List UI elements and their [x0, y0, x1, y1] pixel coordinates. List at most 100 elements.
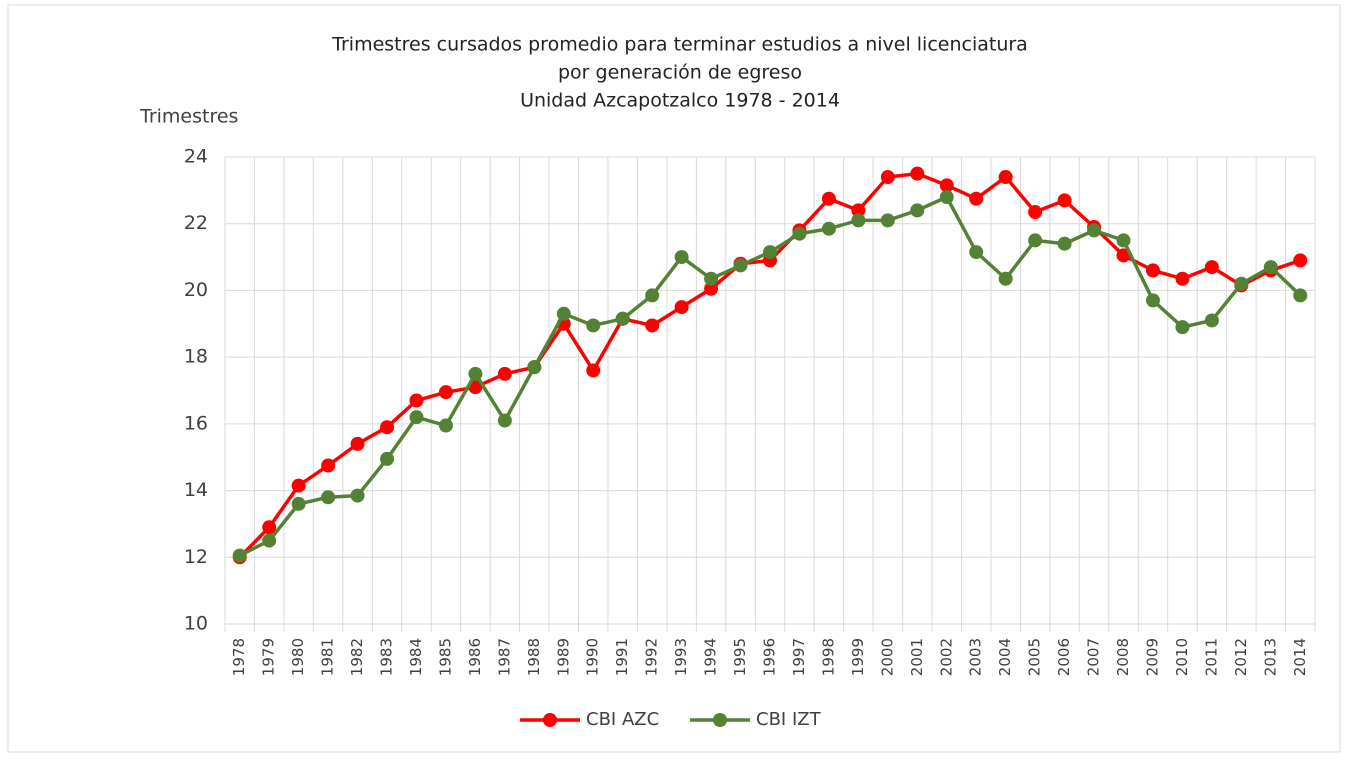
chart-title: por generación de egreso [558, 62, 802, 84]
x-tick-label: 1991 [613, 638, 631, 676]
point [1263, 260, 1278, 275]
point [1087, 223, 1102, 238]
point [733, 258, 748, 273]
y-tick-label: 24 [184, 146, 208, 168]
y-axis-label: Trimestres [139, 106, 238, 128]
x-tick-label: 2000 [878, 638, 896, 676]
point [1204, 260, 1219, 275]
x-tick-label: 1992 [643, 638, 661, 676]
point [851, 213, 866, 228]
x-tick-label: 2005 [1026, 638, 1044, 676]
point [409, 410, 424, 425]
x-tick-label: 1990 [584, 638, 602, 676]
point [704, 281, 719, 296]
point [497, 366, 512, 381]
x-tick-label: 1986 [466, 638, 484, 676]
point [291, 496, 306, 511]
point [851, 203, 866, 218]
point [586, 318, 601, 333]
point [468, 380, 483, 395]
x-tick-label: 1984 [407, 638, 425, 676]
point [1028, 233, 1043, 248]
x-tick-label: 1999 [849, 638, 867, 676]
point [792, 226, 807, 241]
point [821, 221, 836, 236]
chart-frame [7, 4, 1341, 753]
x-tick-label: 2014 [1291, 638, 1309, 676]
chart-title: Unidad Azcapotzalco 1978 - 2014 [520, 90, 840, 112]
point [674, 250, 689, 265]
point [262, 520, 277, 535]
x-tick-label: 1989 [554, 638, 572, 676]
x-tick-label: 1988 [525, 638, 543, 676]
legend-marker [543, 713, 557, 727]
point [910, 203, 925, 218]
point [291, 478, 306, 493]
point [586, 363, 601, 378]
point [409, 393, 424, 408]
point [350, 488, 365, 503]
x-tick-label: 2011 [1202, 638, 1220, 676]
x-tick-label: 2009 [1143, 638, 1161, 676]
y-tick-label: 12 [184, 546, 208, 568]
y-tick-label: 16 [184, 412, 208, 434]
point [969, 245, 984, 260]
point [321, 490, 336, 505]
x-tick-label: 1997 [790, 638, 808, 676]
point [1175, 320, 1190, 335]
point [468, 366, 483, 381]
point [998, 271, 1013, 286]
point [438, 418, 453, 433]
y-tick-label: 22 [184, 212, 208, 234]
point [674, 300, 689, 315]
y-tick-label: 20 [184, 279, 208, 301]
x-tick-label: 2013 [1261, 638, 1279, 676]
point [1234, 276, 1249, 291]
x-tick-label: 2012 [1232, 638, 1250, 676]
point [998, 170, 1013, 185]
x-tick-label: 1985 [436, 638, 454, 676]
chart-title: Trimestres cursados promedio para termin… [331, 34, 1028, 56]
x-tick-label: 1987 [495, 638, 513, 676]
point [350, 436, 365, 451]
point [821, 191, 836, 206]
x-tick-label: 2007 [1085, 638, 1103, 676]
point [645, 318, 660, 333]
point [1293, 253, 1308, 268]
point [1175, 271, 1190, 286]
point [645, 288, 660, 303]
x-tick-label: 1982 [348, 638, 366, 676]
point [262, 533, 277, 548]
point [527, 360, 542, 375]
x-tick-label: 1980 [289, 638, 307, 676]
point [1204, 313, 1219, 328]
y-tick-label: 14 [184, 479, 208, 501]
x-tick-label: 1995 [731, 638, 749, 676]
legend-label: CBI AZC [586, 709, 659, 730]
point [232, 548, 247, 563]
point [556, 306, 571, 321]
y-tick-label: 18 [184, 346, 208, 368]
x-tick-label: 2008 [1114, 638, 1132, 676]
point [1057, 193, 1072, 208]
x-tick-label: 2001 [908, 638, 926, 676]
x-tick-label: 1981 [319, 638, 337, 676]
point [1028, 205, 1043, 220]
point [939, 190, 954, 205]
x-tick-label: 2006 [1055, 638, 1073, 676]
point [1145, 293, 1160, 308]
x-tick-label: 1983 [378, 638, 396, 676]
x-tick-label: 1996 [761, 638, 779, 676]
x-tick-label: 1993 [672, 638, 690, 676]
point [910, 166, 925, 181]
x-tick-label: 2004 [996, 638, 1014, 676]
point [763, 245, 777, 260]
point [880, 170, 895, 185]
x-tick-label: 1998 [819, 638, 837, 676]
point [380, 420, 395, 435]
point [939, 178, 954, 193]
x-tick-label: 1978 [230, 638, 248, 676]
y-tick-label: 10 [184, 613, 208, 635]
point [321, 458, 336, 473]
